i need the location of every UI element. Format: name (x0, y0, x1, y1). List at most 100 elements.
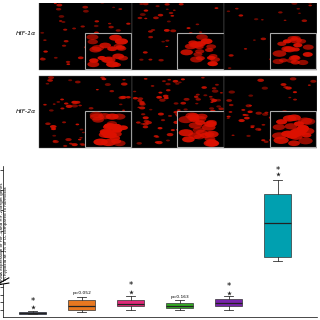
Circle shape (81, 25, 85, 28)
Circle shape (176, 114, 182, 117)
Circle shape (188, 40, 198, 45)
Circle shape (269, 139, 275, 141)
Circle shape (104, 123, 116, 129)
Circle shape (63, 29, 67, 31)
Circle shape (281, 83, 286, 86)
Circle shape (166, 9, 169, 10)
Circle shape (124, 132, 129, 134)
Circle shape (78, 105, 82, 106)
Circle shape (196, 130, 207, 135)
Bar (166, 303, 193, 308)
Circle shape (191, 45, 196, 47)
Circle shape (255, 128, 261, 131)
Circle shape (156, 96, 162, 99)
Circle shape (136, 121, 140, 124)
Circle shape (199, 57, 203, 59)
Circle shape (40, 58, 46, 60)
Text: mRNA expression of HIF-1 and HIF-2 target genes
in hypoxia at 1% of O₂ compared : mRNA expression of HIF-1 and HIF-2 targe… (0, 183, 8, 284)
Circle shape (288, 132, 294, 134)
Circle shape (167, 133, 173, 136)
Circle shape (78, 139, 81, 140)
Circle shape (161, 119, 165, 121)
Circle shape (171, 15, 174, 17)
Circle shape (138, 17, 142, 19)
Bar (68, 300, 95, 309)
Circle shape (110, 143, 116, 146)
Circle shape (250, 126, 254, 128)
Circle shape (140, 102, 145, 105)
Circle shape (116, 29, 121, 32)
Circle shape (105, 83, 111, 86)
Text: *: * (128, 282, 133, 291)
Circle shape (200, 54, 205, 57)
Circle shape (99, 132, 112, 138)
Circle shape (96, 89, 99, 90)
Circle shape (94, 20, 99, 22)
Circle shape (109, 90, 114, 92)
Circle shape (183, 108, 188, 110)
Circle shape (285, 128, 292, 132)
Circle shape (298, 125, 308, 130)
Circle shape (191, 119, 195, 121)
Circle shape (117, 143, 122, 145)
Circle shape (74, 101, 80, 104)
Circle shape (273, 124, 285, 130)
Circle shape (144, 78, 148, 80)
Circle shape (64, 40, 68, 42)
Circle shape (119, 52, 125, 55)
Circle shape (112, 7, 115, 8)
Circle shape (283, 52, 289, 55)
Circle shape (302, 61, 308, 64)
Circle shape (144, 18, 147, 19)
Circle shape (178, 82, 182, 83)
Circle shape (273, 59, 284, 64)
Circle shape (205, 33, 211, 36)
Circle shape (189, 32, 193, 34)
Circle shape (175, 113, 181, 116)
Bar (264, 194, 291, 257)
Circle shape (257, 79, 264, 82)
Circle shape (299, 138, 313, 144)
Circle shape (212, 112, 216, 113)
Circle shape (46, 83, 49, 84)
Circle shape (165, 83, 171, 85)
Circle shape (101, 57, 113, 63)
Bar (19, 312, 46, 314)
Circle shape (154, 135, 158, 137)
Circle shape (88, 41, 93, 43)
Circle shape (143, 126, 148, 128)
Circle shape (76, 124, 79, 125)
Circle shape (100, 130, 114, 136)
Circle shape (182, 136, 195, 142)
Circle shape (148, 30, 153, 33)
Circle shape (143, 3, 148, 5)
Circle shape (303, 52, 313, 57)
Circle shape (197, 111, 200, 113)
Circle shape (194, 116, 206, 122)
Circle shape (142, 123, 149, 126)
Circle shape (241, 109, 245, 111)
Circle shape (179, 3, 184, 5)
Circle shape (108, 23, 111, 24)
Circle shape (155, 136, 159, 138)
Circle shape (189, 122, 202, 129)
Circle shape (292, 128, 307, 135)
Circle shape (143, 116, 149, 119)
Bar (224, 76, 317, 148)
Circle shape (167, 79, 171, 81)
Circle shape (43, 104, 47, 106)
Circle shape (107, 121, 117, 126)
Circle shape (113, 140, 125, 146)
Circle shape (105, 122, 110, 124)
Circle shape (139, 103, 146, 106)
Text: *: * (30, 297, 35, 306)
Circle shape (210, 110, 216, 113)
Circle shape (244, 48, 247, 50)
Circle shape (272, 127, 275, 129)
Circle shape (201, 38, 212, 44)
Circle shape (277, 36, 281, 38)
Circle shape (112, 53, 124, 59)
Circle shape (71, 101, 78, 104)
Circle shape (60, 99, 64, 100)
Circle shape (83, 10, 89, 12)
